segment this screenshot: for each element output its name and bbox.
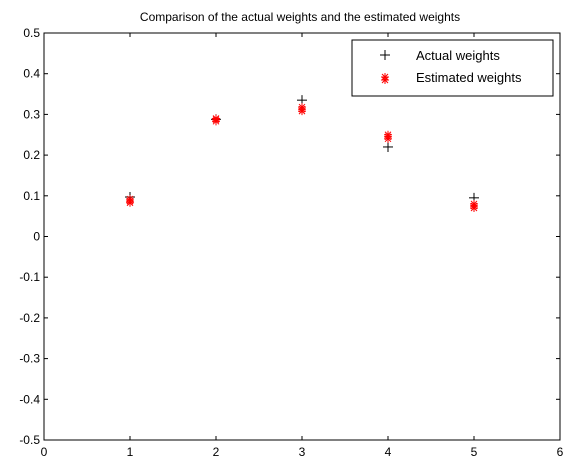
y-tick-label: -0.5	[19, 433, 40, 447]
y-tick-label: 0.4	[23, 67, 40, 81]
actual-weight-point	[383, 141, 393, 152]
estimated-weight-point	[384, 134, 392, 143]
legend-marker-estimated	[381, 76, 389, 84]
y-tick-label: 0.3	[23, 107, 40, 121]
x-tick-label: 1	[127, 445, 134, 459]
estimated-weight-point	[212, 117, 220, 126]
x-tick-label: 2	[213, 445, 220, 459]
data-points	[125, 95, 479, 213]
y-tick-label: -0.2	[19, 311, 40, 325]
x-tick-label: 3	[299, 445, 306, 459]
legend-box	[351, 39, 554, 97]
x-tick-label: 5	[471, 445, 478, 459]
y-tick-label: -0.1	[19, 270, 40, 284]
x-tick-label: 0	[41, 445, 48, 459]
x-tick-label: 6	[557, 445, 564, 459]
y-axis: -0.5 -0.4 -0.3 -0.2 -0.1 0 0.1 0.2 0.3 0.4 0.5	[19, 26, 560, 447]
y-tick-label: 0.2	[23, 148, 40, 162]
y-tick-label: -0.3	[19, 352, 40, 366]
x-tick-label: 4	[385, 445, 392, 459]
y-tick-label: -0.4	[19, 392, 40, 406]
y-tick-label: 0	[33, 230, 40, 244]
estimated-weight-point	[298, 107, 306, 116]
x-axis: 0 1 2 3 4 5 6	[41, 33, 564, 459]
legend-label-estimated: Estimated weights	[416, 70, 522, 85]
estimated-weight-point	[126, 198, 134, 207]
chart-title: Comparison of the actual weights and the…	[140, 10, 460, 24]
legend-label-actual: Actual weights	[416, 48, 500, 63]
legend-marker-actual	[380, 50, 390, 60]
y-tick-label: 0.1	[23, 189, 40, 203]
y-tick-label: 0.5	[23, 26, 40, 40]
estimated-weight-point	[470, 204, 478, 213]
legend: Actual weights Estimated weights	[351, 39, 554, 97]
